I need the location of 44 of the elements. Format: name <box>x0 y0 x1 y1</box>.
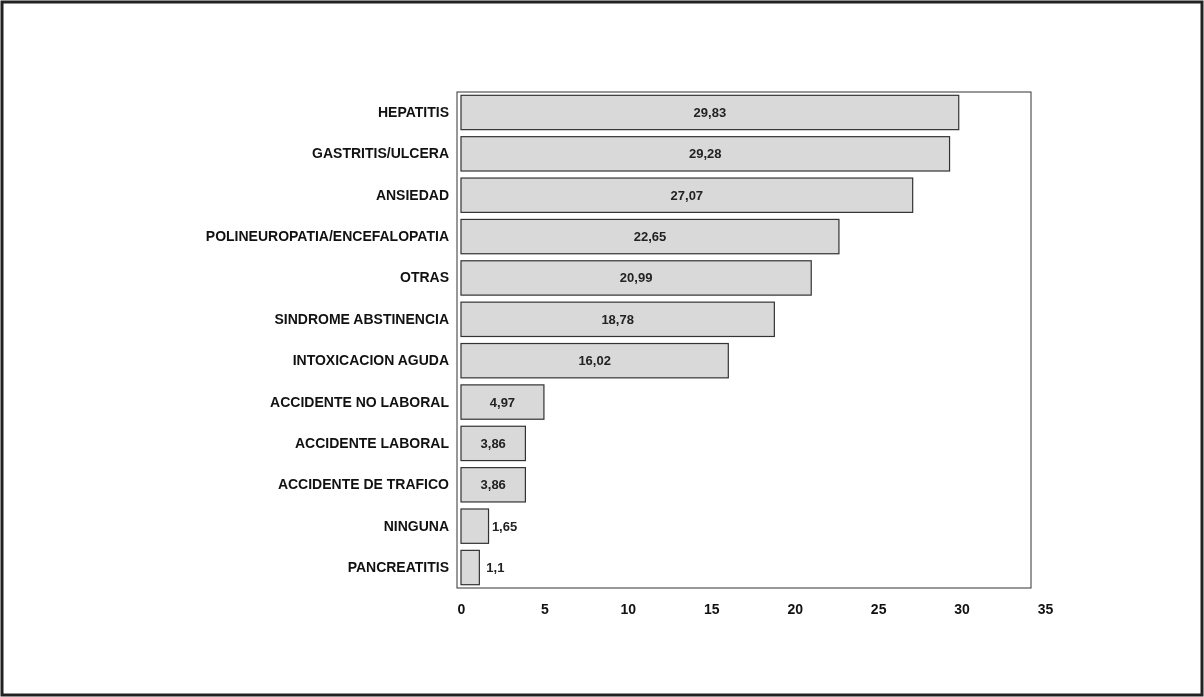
y-tick-label: GASTRITIS/ULCERA <box>312 145 449 162</box>
y-tick-label: ANSIEDAD <box>375 186 449 203</box>
data-label: 1,65 <box>491 518 518 534</box>
bar <box>460 342 729 379</box>
x-tick-label: 25 <box>870 600 887 617</box>
bar <box>460 549 480 586</box>
y-tick-label: ACCIDENTE NO LABORAL <box>270 393 450 410</box>
data-label: 18,78 <box>601 311 634 327</box>
y-tick-label: OTRAS <box>400 269 449 286</box>
bar <box>460 467 527 503</box>
data-label: 3,86 <box>480 477 506 493</box>
x-tick-label: 30 <box>954 600 971 617</box>
bar <box>460 94 960 131</box>
bar <box>460 425 527 462</box>
bar <box>460 301 775 338</box>
x-tick-label: 10 <box>620 600 637 617</box>
data-label: 22,65 <box>633 229 667 245</box>
data-label: 4,97 <box>489 394 516 410</box>
y-tick-label: INTOXICACION AGUDA <box>292 352 449 369</box>
data-label: 27,07 <box>670 187 704 203</box>
x-tick-label: 15 <box>704 600 720 617</box>
y-tick-label: POLINEUROPATIA/ENCEFALOPATIA <box>205 228 449 245</box>
y-tick-label: HEPATITIS <box>377 103 449 120</box>
x-tick-label: 35 <box>1037 600 1054 617</box>
bar <box>460 177 914 213</box>
bar <box>460 136 951 172</box>
bar <box>460 384 545 420</box>
bar <box>460 260 812 296</box>
data-label: 16,02 <box>578 353 611 369</box>
y-tick-label: PANCREATITIS <box>347 559 449 575</box>
data-label: 29,83 <box>693 105 727 121</box>
bar <box>460 508 490 544</box>
y-tick-label: ACCIDENTE DE TRAFICO <box>277 476 450 493</box>
data-label: 20,99 <box>619 270 653 286</box>
data-label: 1,1 <box>486 560 505 576</box>
data-label: 29,28 <box>689 146 722 162</box>
y-tick-label: SINDROME ABSTINENCIA <box>274 310 449 327</box>
x-tick-label: 20 <box>787 600 804 617</box>
x-tick-label: 0 <box>457 600 466 617</box>
y-tick-label: ACCIDENTE LABORAL <box>295 434 450 451</box>
y-tick-label: NINGUNA <box>383 517 449 534</box>
data-label: 3,86 <box>480 435 506 451</box>
bar <box>460 218 840 255</box>
x-tick-label: 5 <box>541 600 550 617</box>
